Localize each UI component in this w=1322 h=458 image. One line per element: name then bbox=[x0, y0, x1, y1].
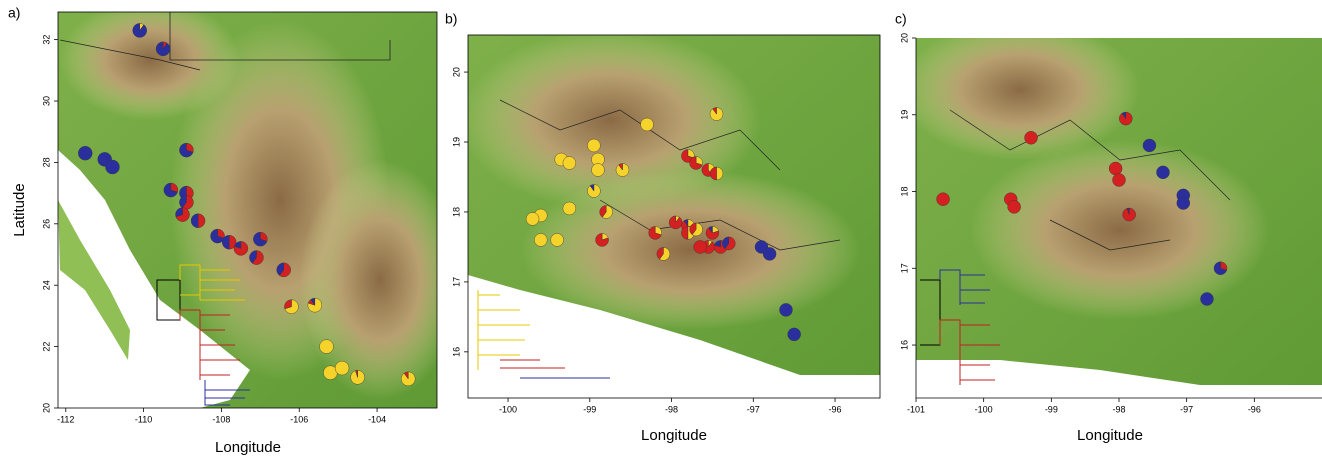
pie-slice bbox=[788, 328, 801, 341]
y-tick-label: 24 bbox=[41, 280, 51, 290]
pie-slice bbox=[779, 303, 792, 316]
pie-slice bbox=[1156, 166, 1169, 179]
y-tick-label: 32 bbox=[41, 35, 51, 45]
pie-slice bbox=[1143, 139, 1156, 152]
x-tick-label: -106 bbox=[290, 414, 308, 424]
pie-slice bbox=[1025, 131, 1038, 144]
y-tick-label: 20 bbox=[451, 67, 461, 77]
pie-slice bbox=[669, 216, 682, 229]
pie-slice bbox=[1109, 162, 1122, 175]
pie-slice bbox=[563, 202, 576, 215]
pie-slice bbox=[319, 340, 333, 354]
x-tick-label: -98 bbox=[1112, 404, 1125, 414]
map-b bbox=[460, 30, 880, 398]
x-tick-label: -110 bbox=[135, 414, 152, 424]
pie-slice bbox=[551, 233, 564, 246]
x-tick-label: -97 bbox=[747, 404, 760, 414]
x-tick-label: -112 bbox=[57, 414, 74, 424]
x-tick-label: -108 bbox=[212, 414, 230, 424]
pie-slice bbox=[133, 23, 147, 37]
y-tick-label: 17 bbox=[899, 263, 909, 273]
pie-slice bbox=[694, 240, 707, 253]
x-tick-label: -96 bbox=[1248, 404, 1261, 414]
pie-slice bbox=[1177, 197, 1190, 210]
pie-slice bbox=[335, 361, 349, 375]
x-tick-label: -98 bbox=[665, 404, 678, 414]
y-tick-label: 18 bbox=[451, 207, 461, 217]
y-tick-label: 17 bbox=[451, 277, 461, 287]
pie-slice bbox=[534, 233, 547, 246]
y-tick-label: 22 bbox=[41, 342, 51, 352]
x-tick-label: -99 bbox=[583, 404, 596, 414]
x-axis-label: Longitude bbox=[215, 439, 281, 456]
panel-label: a) bbox=[8, 5, 20, 21]
y-tick-label: 26 bbox=[41, 219, 51, 229]
pie-slice bbox=[1200, 292, 1213, 305]
y-tick-label: 30 bbox=[41, 96, 51, 106]
pie-slice bbox=[641, 118, 654, 131]
figure: a) Longitude Latitude -112 -110 -108 -106 -104 2… bbox=[0, 0, 1322, 458]
x-tick-label: -96 bbox=[829, 404, 842, 414]
x-tick-label: -97 bbox=[1180, 404, 1193, 414]
panel-label: b) bbox=[445, 11, 457, 27]
pie-slice bbox=[526, 212, 539, 225]
x-tick-label: -104 bbox=[368, 414, 386, 424]
x-tick-label: -100 bbox=[499, 404, 517, 414]
pie-slice bbox=[1008, 200, 1021, 213]
x-tick-label: -100 bbox=[975, 404, 993, 414]
pie-slice bbox=[563, 156, 576, 169]
pie-slice bbox=[78, 146, 92, 160]
pie-slice bbox=[591, 163, 604, 176]
y-tick-label: 16 bbox=[899, 340, 909, 350]
x-axis-label: Longitude bbox=[1077, 427, 1143, 444]
y-tick-label: 18 bbox=[899, 187, 909, 197]
y-tick-label: 19 bbox=[899, 110, 909, 120]
y-tick-label: 16 bbox=[451, 347, 461, 357]
x-tick-label: -99 bbox=[1045, 404, 1058, 414]
pie-slice bbox=[156, 42, 170, 56]
map-c bbox=[900, 20, 1322, 398]
y-tick-label: 20 bbox=[41, 403, 51, 413]
x-axis-label: Longitude bbox=[641, 427, 707, 444]
y-axis-label: Latitude bbox=[11, 183, 28, 236]
pie-slice bbox=[587, 139, 600, 152]
y-tick-label: 20 bbox=[899, 33, 909, 43]
pie-slice bbox=[105, 160, 119, 174]
pie-slice bbox=[937, 193, 950, 206]
pie-slice bbox=[1113, 174, 1126, 187]
pie-slice bbox=[763, 247, 776, 260]
map-a bbox=[58, 0, 460, 408]
panel-label: c) bbox=[895, 11, 907, 27]
x-tick-label: -101 bbox=[907, 404, 925, 414]
y-tick-label: 28 bbox=[41, 157, 51, 167]
y-tick-label: 19 bbox=[451, 137, 461, 147]
